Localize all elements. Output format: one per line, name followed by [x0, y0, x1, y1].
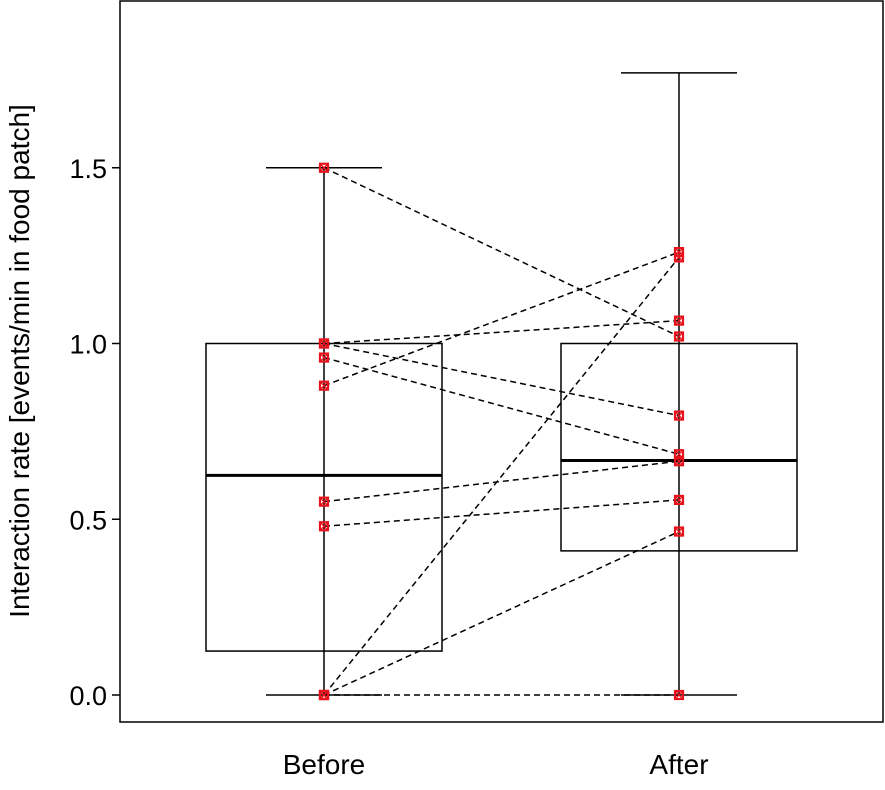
data-points [318, 162, 685, 701]
y-tick-label: 1.0 [69, 330, 107, 360]
x-category-label: Before [283, 749, 366, 780]
pair-line [323, 319, 680, 345]
x-category-label: After [649, 749, 708, 780]
y-tick-label: 0.0 [69, 681, 107, 711]
plot-frame [119, 0, 884, 723]
pair-line [323, 499, 680, 528]
point-after [673, 315, 685, 326]
pair-line [323, 342, 680, 417]
x-axis: Before After [283, 749, 709, 780]
y-axis-title: Interaction rate [events/min in food pat… [4, 104, 35, 618]
point-before [318, 521, 330, 532]
paired-lines [323, 167, 680, 696]
point-after [673, 689, 685, 701]
point-before [318, 689, 330, 701]
point-before [318, 338, 330, 349]
pair-line [323, 251, 680, 387]
point-after [673, 331, 685, 342]
pair-line [323, 167, 680, 338]
pair-line [323, 530, 680, 696]
y-tick-label: 0.5 [69, 505, 107, 535]
point-before [318, 496, 330, 507]
point-before [318, 162, 330, 173]
point-before [318, 352, 330, 363]
pair-line [323, 256, 680, 696]
point-before [318, 380, 330, 391]
point-after [673, 456, 685, 467]
point-after [673, 410, 685, 421]
boxplots [205, 72, 798, 696]
pair-line [323, 356, 680, 455]
point-after [673, 252, 685, 263]
pair-line [323, 460, 680, 503]
point-after [673, 526, 685, 537]
box-after [560, 342, 798, 552]
point-after [673, 494, 685, 506]
y-axis: 0.0 0.5 1.0 1.5 [69, 154, 120, 711]
y-tick-label: 1.5 [69, 154, 107, 184]
